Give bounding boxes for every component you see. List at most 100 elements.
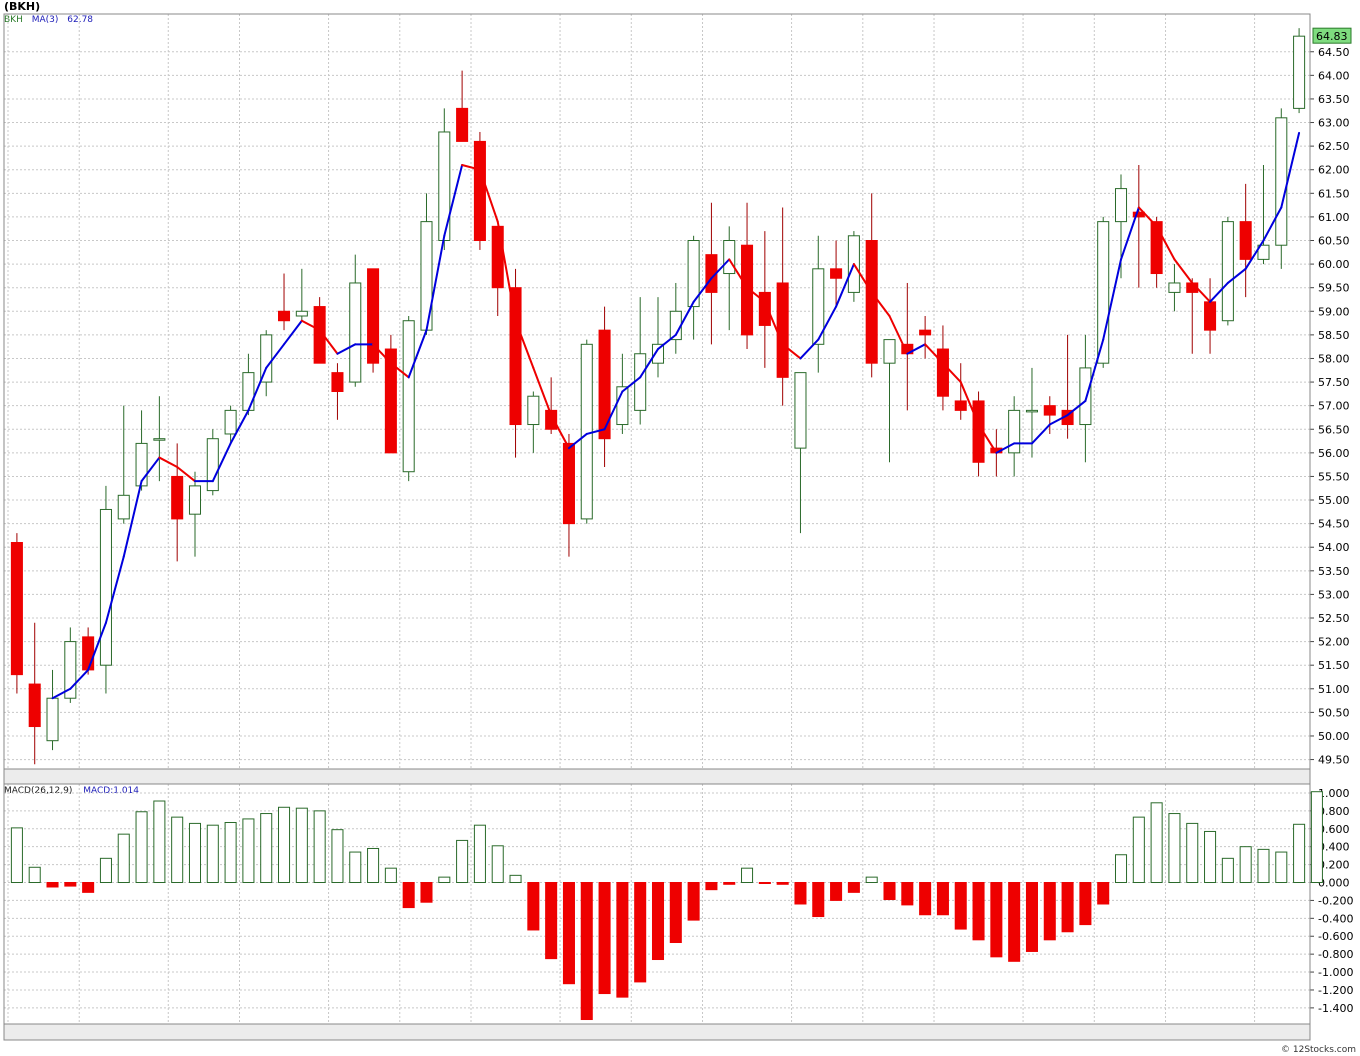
- candle-body: [527, 395, 540, 426]
- ma-segment: [1137, 206, 1158, 228]
- candle-body: [171, 475, 184, 520]
- macd-bar: [669, 882, 682, 944]
- candle-body: [1150, 221, 1163, 275]
- price-tick-label: 53.00: [1318, 588, 1350, 601]
- macd-bar: [1275, 851, 1288, 884]
- moving-average-line: [51, 131, 1301, 700]
- last-price-marker: 64.83: [1312, 27, 1352, 44]
- macd-bar: [509, 874, 522, 884]
- macd-bar: [794, 882, 807, 905]
- macd-bar: [135, 811, 148, 884]
- candle-body: [28, 683, 41, 728]
- price-tick-label: 59.50: [1318, 282, 1350, 295]
- legend-symbol: BKH: [4, 15, 23, 25]
- macd-bar: [1257, 848, 1270, 884]
- macd-bar: [972, 882, 985, 941]
- macd-tick-label: -1.000: [1318, 966, 1353, 979]
- ma-segment: [443, 164, 464, 237]
- macd-bar: [1239, 846, 1252, 884]
- ma-segment: [1173, 258, 1194, 284]
- macd-bar: [562, 882, 575, 985]
- candle-body: [1079, 367, 1092, 426]
- ma-segment: [1048, 414, 1069, 426]
- ma-segment: [1066, 399, 1087, 417]
- candle-body: [598, 329, 611, 440]
- price-tick-label: 53.50: [1318, 565, 1350, 578]
- macd-bar: [1132, 816, 1145, 884]
- candle-body: [1239, 221, 1252, 260]
- macd-bar: [46, 882, 59, 888]
- macd-bar: [830, 882, 843, 901]
- macd-bar: [812, 882, 825, 918]
- macd-bar: [367, 847, 380, 884]
- price-tick-label: 50.00: [1318, 730, 1350, 743]
- macd-date-strip: [3, 1023, 1311, 1041]
- ma-segment: [888, 315, 909, 355]
- macd-bar: [1221, 857, 1234, 884]
- macd-bar: [883, 882, 896, 901]
- macd-bar: [242, 818, 255, 884]
- candlestick-series: [10, 28, 1306, 765]
- macd-bar: [990, 882, 1003, 958]
- candle-body: [295, 310, 308, 317]
- candle-body: [10, 542, 23, 676]
- candle-body: [794, 372, 807, 449]
- ma-segment: [478, 168, 499, 223]
- macd-bar: [1097, 882, 1110, 905]
- ma-segment: [514, 319, 535, 369]
- ma-segment: [870, 291, 891, 317]
- ma-segment: [318, 329, 339, 355]
- candle-body: [1204, 301, 1217, 331]
- price-legend: BKH MA(3) 62.78: [4, 15, 93, 25]
- ma-segment: [1084, 338, 1105, 402]
- macd-bar: [188, 822, 202, 884]
- price-tick-label: 62.00: [1318, 164, 1350, 177]
- macd-bar: [260, 813, 273, 884]
- candle-body: [580, 343, 593, 520]
- ma-segment: [87, 621, 107, 671]
- price-tick-label: 64.50: [1318, 46, 1350, 59]
- candle-body: [153, 438, 166, 441]
- macd-bar: [420, 882, 433, 903]
- macd-bar: [687, 882, 700, 921]
- ma-segment: [122, 480, 143, 558]
- price-panel-frame: [3, 13, 1311, 770]
- legend-ma-label: MA(3): [31, 15, 59, 25]
- ma-segment: [461, 164, 481, 171]
- ma-segment: [1244, 239, 1265, 270]
- ma-segment: [924, 343, 944, 365]
- macd-bar: [634, 882, 647, 983]
- macd-bar: [616, 882, 629, 998]
- ma-segment: [104, 555, 125, 624]
- macd-tick-label: 0.000: [1318, 877, 1350, 890]
- candle-body: [135, 442, 148, 487]
- macd-bar: [723, 882, 736, 885]
- candle-body: [1097, 221, 1110, 364]
- price-tick-label: 50.50: [1318, 706, 1350, 719]
- macd-bar: [349, 851, 362, 884]
- last-price-box: [1312, 27, 1352, 44]
- ma-segment: [1209, 281, 1229, 303]
- candle-body: [776, 282, 789, 378]
- macd-tick-label: 0.800: [1318, 805, 1350, 818]
- price-tick-label: 57.00: [1318, 400, 1350, 413]
- ma-segment: [941, 362, 962, 384]
- price-tick-label: 54.50: [1318, 518, 1350, 531]
- ma-segment: [140, 456, 161, 483]
- price-tick-label: 63.50: [1318, 93, 1350, 106]
- price-tick-label: 59.00: [1318, 305, 1350, 318]
- candle-body: [1025, 409, 1038, 413]
- price-tick-label: 56.00: [1318, 447, 1350, 460]
- candle-body: [242, 372, 255, 411]
- ma-segment: [817, 305, 838, 341]
- macd-tick-label: -0.800: [1318, 948, 1353, 961]
- candle-body: [331, 372, 344, 392]
- macd-histogram: [10, 791, 1323, 1021]
- ma-segment: [283, 319, 303, 346]
- macd-bar: [456, 839, 469, 884]
- price-tick-label: 58.50: [1318, 329, 1350, 342]
- ma-segment: [746, 286, 766, 303]
- candle-body: [562, 442, 575, 525]
- ma-segment: [372, 343, 392, 365]
- macd-bar: [99, 857, 112, 884]
